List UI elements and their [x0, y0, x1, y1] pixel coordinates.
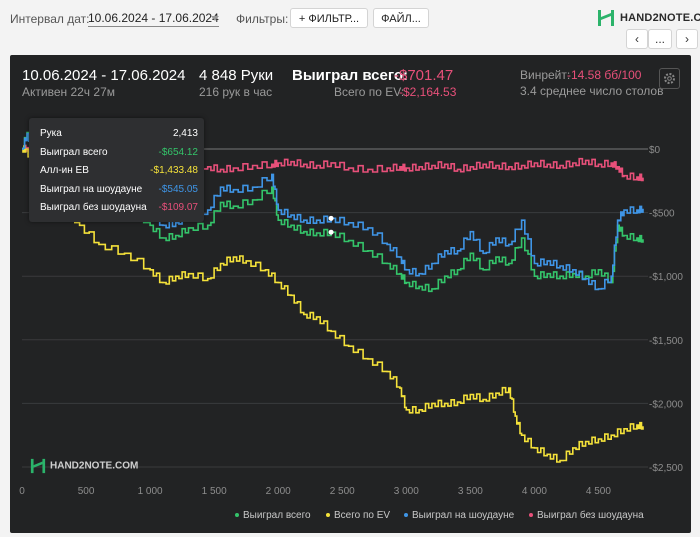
winrate-value: -14.58 бб/100: [567, 68, 642, 82]
hand2note-logo-icon: [598, 10, 614, 26]
tooltip-row: Выиграл всего -$654.12: [40, 147, 198, 158]
date-range-select[interactable]: 10.06.2024 - 17.06.2024: [88, 11, 219, 27]
ev-value: -$2,164.53: [399, 85, 457, 99]
gear-icon: [664, 73, 675, 84]
tooltip-value: -$1,433.48: [150, 165, 198, 176]
x-tick-label: 500: [78, 486, 95, 497]
y-tick-label: -$500: [649, 209, 675, 220]
hover-marker: [328, 229, 334, 235]
prev-button[interactable]: ‹: [626, 29, 648, 49]
ev-label: Всего по EV:: [334, 85, 405, 99]
active-time: Активен 22ч 27м: [22, 85, 115, 99]
y-tick-label: -$1,500: [649, 336, 683, 347]
x-tick-label: 2 500: [330, 486, 355, 497]
filters-label: Фильтры:: [236, 12, 289, 26]
tooltip-label: Выиграл на шоудауне: [40, 183, 143, 195]
next-button[interactable]: ›: [676, 29, 698, 49]
interval-label: Интервал дат:: [10, 12, 90, 26]
watermark: HAND2NOTE.COM: [30, 458, 138, 474]
won-total-label: Выиграл всего:: [292, 67, 409, 84]
tooltip-label: Рука: [40, 128, 62, 139]
legend-item[interactable]: Выиграл без шоудауна: [529, 510, 644, 521]
tooltip-label: Алл-ин EB: [40, 165, 89, 176]
hover-marker: [328, 215, 334, 221]
legend-item[interactable]: Выиграл на шоудауне: [404, 510, 514, 521]
y-tick-label: -$2,000: [649, 399, 683, 410]
tooltip-row: Выиграл на шоудауне -$545.05: [40, 184, 198, 195]
y-tick-label: $0: [649, 145, 661, 156]
chevron-down-icon[interactable]: [211, 16, 219, 21]
x-tick-label: 3 000: [394, 486, 419, 497]
x-tick-label: 3 500: [458, 486, 483, 497]
add-filter-button[interactable]: + ФИЛЬТР...: [290, 8, 368, 28]
x-tick-label: 4 500: [586, 486, 611, 497]
x-tick-label: 0: [19, 486, 25, 497]
legend-label: Выиграл всего: [243, 510, 311, 521]
tooltip-label: Выиграл всего: [40, 146, 108, 158]
x-tick-label: 2 000: [266, 486, 291, 497]
hand2note-logo-icon: [30, 458, 46, 474]
toolbar: Интервал дат: 10.06.2024 - 17.06.2024 Фи…: [0, 0, 700, 50]
legend-dot-icon: [404, 513, 408, 518]
brand-logo-text: HAND2NOTE.COM: [620, 12, 700, 24]
series-line-2: [22, 145, 644, 463]
watermark-text: HAND2NOTE.COM: [50, 460, 139, 472]
x-tick-label: 1 500: [202, 486, 227, 497]
legend-label: Всего по EV: [334, 510, 391, 521]
period-title: 10.06.2024 - 17.06.2024: [22, 67, 186, 84]
tooltip-label: Выиграл без шоудауна: [40, 202, 147, 213]
x-tick-label: 4 000: [522, 486, 547, 497]
legend-item[interactable]: Выиграл всего: [235, 510, 311, 521]
tooltip-value: -$109.07: [158, 202, 198, 213]
legend-label: Выиграл без шоудауна: [537, 510, 644, 521]
legend-dot-icon: [529, 513, 533, 518]
x-tick-label: 1 000: [138, 486, 163, 497]
y-tick-label: -$2,500: [649, 463, 683, 474]
winrate-label: Винрейт:: [520, 68, 571, 82]
settings-button[interactable]: [659, 68, 680, 89]
tooltip-row: Выиграл без шоудауна -$109.07: [40, 202, 198, 213]
y-tick-label: -$1,000: [649, 272, 683, 283]
legend-dot-icon: [326, 513, 330, 518]
hands-per-hour: 216 рук в час: [199, 85, 273, 99]
legend-dot-icon: [235, 513, 239, 518]
won-total-value: -$701.47: [394, 67, 454, 84]
avg-tables: 3.4 среднее число столов: [520, 84, 664, 98]
legend-label: Выиграл на шоудауне: [412, 510, 515, 521]
hover-tooltip: Рука 2,413 Выиграл всего -$654.12 Алл-ин EB -…: [29, 118, 204, 222]
tooltip-value: -$654.12: [158, 146, 198, 158]
more-button[interactable]: ...: [648, 29, 672, 49]
tooltip-value: 2,413: [172, 128, 198, 139]
file-button[interactable]: ФАЙЛ...: [373, 8, 429, 28]
tooltip-row: Алл-ин EB -$1,433.48: [40, 165, 198, 176]
tooltip-row: Рука 2,413: [40, 128, 198, 139]
legend-item[interactable]: Всего по EV: [326, 510, 390, 521]
hands-count: 4 848 Руки: [199, 67, 274, 84]
tooltip-value: -$545.05: [158, 183, 198, 195]
